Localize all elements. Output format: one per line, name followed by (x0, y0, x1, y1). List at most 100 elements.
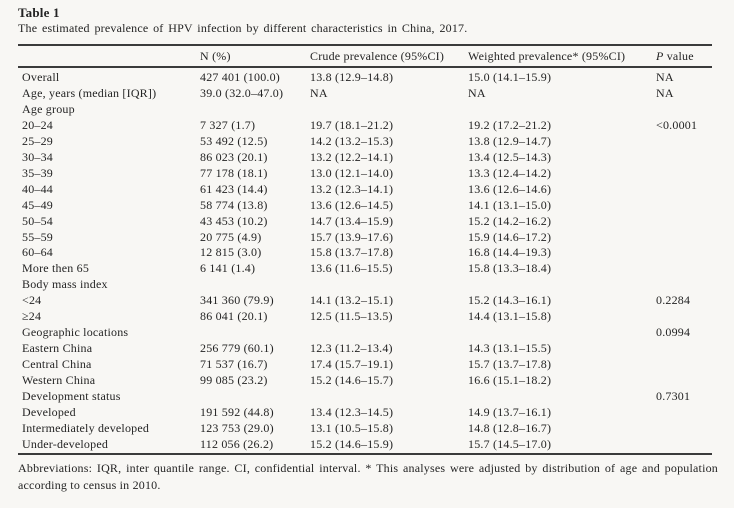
n-cell: 77 178 (18.1) (200, 165, 268, 180)
row-label: 35–39 (22, 165, 53, 180)
weighted-prevalence-cell: 13.4 (12.5–14.3) (468, 149, 552, 164)
crude-prevalence-cell (310, 277, 468, 293)
p-value-cell (656, 245, 712, 261)
crude-prevalence-cell (310, 389, 468, 405)
table-row: Age, years (median [IQR]) 39.0 (32.0–47.0… (18, 86, 712, 102)
weighted-prevalence-cell: 14.1 (13.1–15.0) (468, 197, 552, 212)
n-cell: 86 023 (20.1) (200, 149, 268, 164)
weighted-prevalence-cell: NA (468, 85, 486, 100)
n-cell: 7 327 (1.7) (200, 117, 256, 132)
row-label: More then 65 (22, 261, 90, 276)
n-cell: 61 423 (14.4) (200, 181, 268, 196)
p-value-cell (656, 341, 712, 357)
col-header-crude-prevalence: Crude prevalence (95%CI) (310, 45, 468, 68)
row-label: 30–34 (22, 149, 53, 164)
crude-prevalence-cell: 15.2 (14.6–15.9) (310, 436, 394, 451)
p-value-cell (656, 373, 712, 389)
weighted-prevalence-cell (468, 325, 656, 341)
crude-prevalence-cell: 13.0 (12.1–14.0) (310, 165, 394, 180)
table-row: 35–39 77 178 (18.1) 13.0 (12.1–14.0) 13.3 (… (18, 166, 712, 182)
n-cell: 6 141 (1.4) (200, 261, 256, 276)
row-label: Eastern China (22, 341, 93, 356)
p-value-cell: 0.2284 (656, 293, 691, 308)
table-row: Central China 71 537 (16.7) 17.4 (15.7–19.… (18, 357, 712, 373)
p-value-cell: NA (656, 85, 674, 100)
n-cell: 427 401 (100.0) (200, 70, 280, 84)
weighted-prevalence-cell: 15.8 (13.3–18.4) (468, 261, 552, 276)
p-value-cell (656, 230, 712, 246)
crude-prevalence-cell: 15.8 (13.7–17.8) (310, 245, 394, 260)
weighted-prevalence-cell (468, 389, 656, 405)
p-value-cell (656, 102, 712, 118)
n-cell: 71 537 (16.7) (200, 357, 268, 372)
p-value-cell (656, 405, 712, 421)
n-cell: 256 779 (60.1) (200, 341, 274, 356)
weighted-prevalence-cell: 15.7 (13.7–17.8) (468, 357, 552, 372)
weighted-prevalence-cell: 15.2 (14.2–16.2) (468, 213, 552, 228)
crude-prevalence-cell: 19.7 (18.1–21.2) (310, 117, 394, 132)
p-value-cell (656, 182, 712, 198)
table-row: 50–54 43 453 (10.2) 14.7 (13.4–15.9) 15.2 (… (18, 214, 712, 230)
n-cell: 99 085 (23.2) (200, 373, 268, 388)
p-value-cell: NA (656, 70, 674, 84)
row-label: Western China (22, 373, 96, 388)
table-row: Eastern China 256 779 (60.1) 12.3 (11.2–13… (18, 341, 712, 357)
weighted-prevalence-cell: 15.9 (14.6–17.2) (468, 229, 552, 244)
p-value-cell (656, 277, 712, 293)
crude-prevalence-cell: 12.3 (11.2–13.4) (310, 341, 393, 356)
crude-prevalence-cell: 13.8 (12.9–14.8) (310, 70, 394, 84)
row-label: 25–29 (22, 133, 53, 148)
row-label: Overall (22, 70, 60, 84)
weighted-prevalence-cell: 13.8 (12.9–14.7) (468, 133, 552, 148)
n-cell: 58 774 (13.8) (200, 197, 268, 212)
crude-prevalence-cell: 13.2 (12.2–14.1) (310, 149, 394, 164)
table-row: Age group (18, 102, 712, 118)
row-label: 45–49 (22, 197, 53, 212)
col-header-weighted-prevalence: Weighted prevalence* (95%CI) (468, 45, 656, 68)
p-value-cell (656, 214, 712, 230)
weighted-prevalence-cell: 19.2 (17.2–21.2) (468, 117, 552, 132)
p-value-cell (656, 437, 712, 454)
row-label: Under-developed (22, 436, 109, 451)
weighted-prevalence-cell: 14.4 (13.1–15.8) (468, 309, 552, 324)
table-caption: The estimated prevalence of HPV infectio… (18, 21, 468, 35)
n-cell: 20 775 (4.9) (200, 229, 262, 244)
n-cell: 12 815 (3.0) (200, 245, 262, 260)
weighted-prevalence-cell (468, 102, 656, 118)
p-value-cell: 0.7301 (656, 389, 691, 404)
table-row: 30–34 86 023 (20.1) 13.2 (12.2–14.1) 13.4 (… (18, 150, 712, 166)
crude-prevalence-cell: 13.6 (12.6–14.5) (310, 197, 394, 212)
weighted-prevalence-cell: 16.6 (15.1–18.2) (468, 373, 552, 388)
crude-prevalence-cell: 13.1 (10.5–15.8) (310, 420, 394, 435)
n-cell (200, 102, 310, 118)
crude-prevalence-cell: 13.4 (12.3–14.5) (310, 405, 394, 420)
p-value-cell (656, 166, 712, 182)
col-header-n: N (%) (200, 45, 310, 68)
n-cell: 123 753 (29.0) (200, 420, 274, 435)
row-label: Intermediately developed (22, 420, 150, 435)
row-label: <24 (22, 293, 42, 308)
n-cell: 112 056 (26.2) (200, 436, 274, 451)
weighted-prevalence-cell: 16.8 (14.4–19.3) (468, 245, 552, 260)
weighted-prevalence-cell: 15.2 (14.3–16.1) (468, 293, 552, 308)
table-row: Development status 0.7301 (18, 389, 712, 405)
header-row: N (%) Crude prevalence (95%CI) Weighted … (18, 45, 712, 68)
crude-prevalence-cell: 15.7 (13.9–17.6) (310, 229, 394, 244)
n-cell: 191 592 (44.8) (200, 405, 274, 420)
row-label: Developed (22, 405, 76, 420)
table-row: 45–49 58 774 (13.8) 13.6 (12.6–14.5) 14.1 (… (18, 198, 712, 214)
p-value-cell: 0.0994 (656, 325, 691, 340)
row-label: Development status (22, 389, 121, 404)
p-value-cell (656, 309, 712, 325)
crude-prevalence-cell: 14.1 (13.2–15.1) (310, 293, 394, 308)
crude-prevalence-cell: NA (310, 85, 328, 100)
row-label: 60–64 (22, 245, 53, 260)
table-row: 20–24 7 327 (1.7) 19.7 (18.1–21.2) 19.2 (17… (18, 118, 712, 134)
n-cell (200, 389, 310, 405)
crude-prevalence-cell: 17.4 (15.7–19.1) (310, 357, 394, 372)
crude-prevalence-cell (310, 102, 468, 118)
p-value-cell (656, 150, 712, 166)
p-value-cell (656, 134, 712, 150)
row-label: Body mass index (22, 277, 108, 292)
